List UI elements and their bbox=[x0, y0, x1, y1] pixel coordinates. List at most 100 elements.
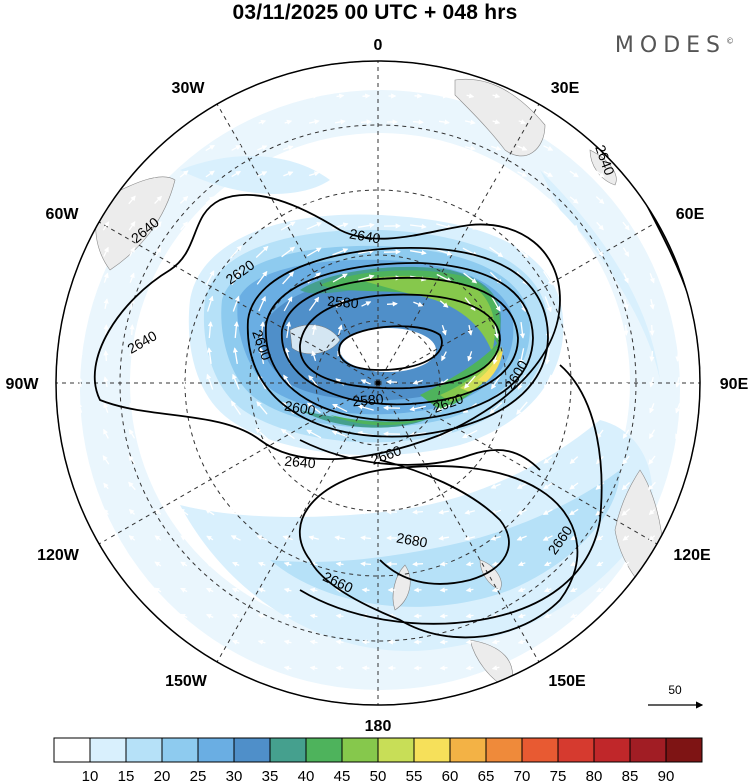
wind-vector bbox=[255, 428, 269, 440]
wind-vector bbox=[596, 535, 604, 541]
wind-vector bbox=[257, 456, 267, 464]
wind-vector bbox=[230, 508, 241, 516]
wind-vector bbox=[596, 221, 604, 231]
wind-vector bbox=[232, 347, 238, 365]
wind-vector bbox=[232, 561, 240, 567]
wind-vector bbox=[283, 561, 292, 567]
contour-label: 2680 bbox=[395, 529, 429, 550]
wind-vector bbox=[360, 379, 371, 385]
wind-vector bbox=[649, 377, 655, 388]
legend-color-box bbox=[197, 737, 235, 763]
wind-vector bbox=[129, 272, 135, 283]
legend-tick-label: 85 bbox=[622, 768, 639, 782]
wind-vector bbox=[569, 400, 579, 416]
wind-vector bbox=[675, 350, 681, 362]
wind-vector bbox=[206, 295, 214, 312]
wind-vector bbox=[231, 170, 242, 178]
wind-vector bbox=[128, 455, 136, 465]
wind-vector bbox=[491, 374, 501, 390]
wind-vector bbox=[491, 145, 502, 151]
wind-vector bbox=[544, 374, 552, 391]
wind-vector bbox=[309, 587, 318, 593]
wind-vector bbox=[412, 483, 424, 489]
wind-vector bbox=[102, 455, 110, 465]
wind-vector bbox=[622, 195, 631, 205]
wind-vector bbox=[517, 639, 526, 645]
wind-vector bbox=[155, 376, 161, 387]
wind-vector bbox=[518, 348, 525, 365]
wind-vector bbox=[256, 482, 267, 490]
wind-vector bbox=[181, 295, 188, 312]
wind-vector bbox=[205, 400, 215, 416]
wind-vector bbox=[569, 196, 579, 204]
wind-vector bbox=[231, 613, 240, 619]
wind-vector bbox=[206, 429, 214, 439]
wind-vector bbox=[517, 561, 526, 567]
wind-vector bbox=[438, 145, 450, 151]
wind-vector bbox=[154, 246, 162, 257]
wind-vector bbox=[257, 145, 268, 151]
lon-label-150w: 150W bbox=[165, 673, 208, 690]
wind-vector bbox=[77, 428, 83, 439]
wind-vector bbox=[675, 403, 681, 414]
wind-vector bbox=[256, 270, 268, 285]
wind-vector bbox=[412, 171, 424, 177]
wind-vector bbox=[154, 195, 162, 205]
wind-vector bbox=[489, 402, 503, 414]
wind-vector bbox=[543, 587, 552, 593]
wind-vector bbox=[311, 324, 317, 336]
wind-vector bbox=[257, 665, 266, 671]
wind-vector bbox=[358, 274, 375, 281]
legend-color-box bbox=[629, 737, 667, 763]
wind-vector bbox=[649, 247, 655, 258]
wind-vector bbox=[488, 428, 503, 440]
wind-vector bbox=[436, 273, 452, 283]
wind-vector bbox=[542, 535, 553, 541]
wind-vector bbox=[569, 482, 579, 490]
wind-vector bbox=[466, 93, 475, 99]
legend-tick-label: 30 bbox=[226, 768, 243, 782]
wind-vector bbox=[596, 429, 604, 439]
legend-color-box bbox=[665, 737, 703, 763]
wind-vector bbox=[285, 321, 292, 338]
wind-vector bbox=[517, 587, 526, 593]
wind-vector bbox=[412, 379, 423, 385]
wind-vector bbox=[649, 273, 655, 284]
wind-vector bbox=[542, 401, 554, 416]
wind-vector bbox=[361, 587, 370, 593]
wind-vector bbox=[541, 427, 555, 441]
legend-color-box bbox=[521, 737, 559, 763]
wind-vector bbox=[205, 639, 214, 645]
legend-color-box bbox=[269, 737, 307, 763]
wind-vector bbox=[357, 404, 374, 411]
wind-vector bbox=[179, 508, 189, 516]
wind-vector bbox=[283, 197, 294, 203]
wind-vector bbox=[491, 561, 500, 567]
wind-vector bbox=[357, 222, 375, 228]
wind-vector bbox=[306, 402, 321, 414]
wind-vector bbox=[129, 324, 135, 336]
wind-vector bbox=[649, 298, 655, 310]
legend-tick-label: 65 bbox=[478, 768, 495, 782]
wind-vector bbox=[283, 145, 294, 151]
legend-color-box bbox=[161, 737, 199, 763]
wind-vector bbox=[282, 483, 293, 489]
brand-logo: MODES© bbox=[614, 33, 734, 58]
wind-vector bbox=[570, 296, 578, 313]
wind-vector bbox=[257, 613, 266, 619]
wind-vector bbox=[284, 119, 293, 125]
wind-vector bbox=[544, 296, 552, 313]
wind-vector bbox=[334, 145, 346, 151]
wind-vector bbox=[596, 348, 603, 365]
wind-vector bbox=[436, 248, 453, 256]
wind-vector bbox=[570, 374, 578, 391]
wind-vector bbox=[515, 220, 530, 232]
wind-vectors bbox=[77, 67, 682, 697]
wind-vector bbox=[154, 509, 162, 515]
wind-vector bbox=[464, 535, 476, 541]
wind-vector bbox=[360, 509, 372, 515]
wind-vector bbox=[128, 481, 136, 491]
wind-vector bbox=[436, 223, 453, 230]
wind-vector bbox=[543, 270, 553, 286]
wind-vector bbox=[206, 373, 214, 390]
